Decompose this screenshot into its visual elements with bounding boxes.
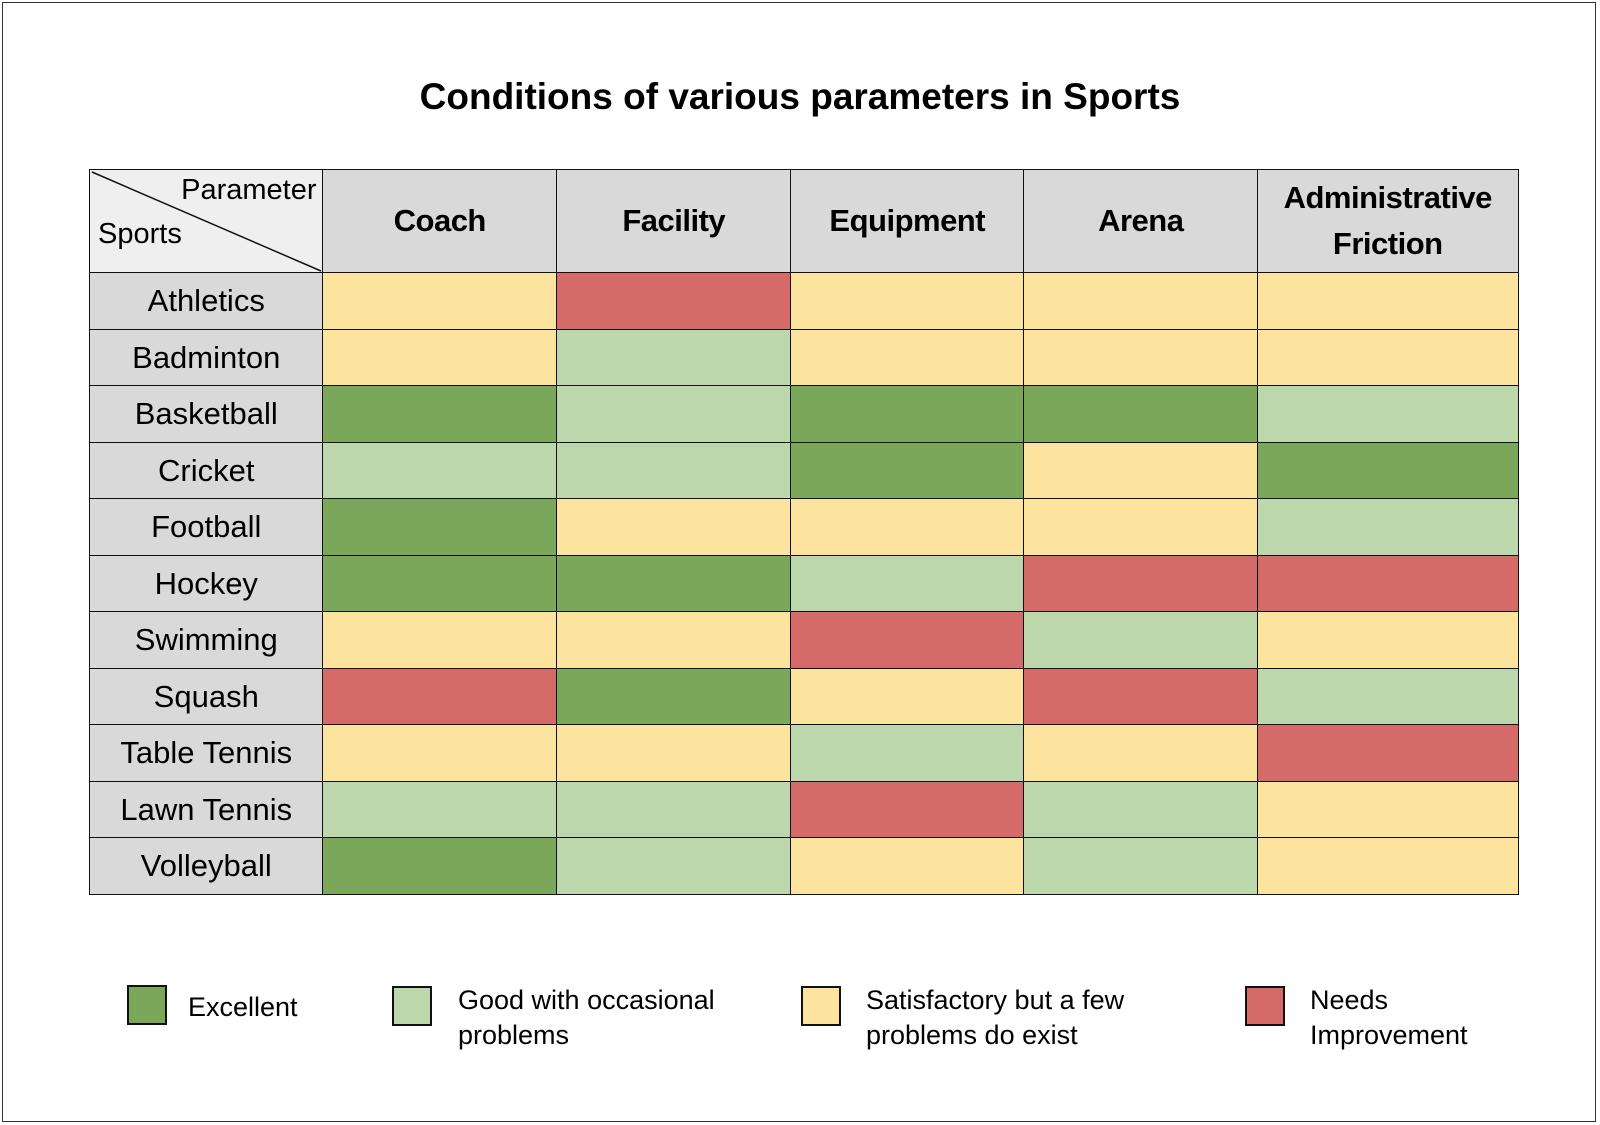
heatmap-cell — [1023, 780, 1259, 839]
heatmap-cell — [556, 554, 792, 613]
column-header: Facility — [556, 169, 792, 274]
heatmap-cell — [556, 441, 792, 500]
heatmap-cell — [1023, 611, 1259, 669]
row-header: Cricket — [89, 441, 324, 500]
heatmap-cell — [1257, 328, 1519, 387]
heatmap-cell — [322, 328, 558, 387]
heatmap-cell — [556, 498, 792, 556]
heatmap-cell — [322, 611, 558, 669]
chart-title: Conditions of various parameters in Spor… — [419, 76, 1181, 117]
column-header: Coach — [322, 169, 558, 274]
heatmap-cell — [790, 272, 1025, 330]
heatmap-cell — [1257, 385, 1519, 443]
heatmap-cell — [1023, 385, 1259, 443]
heatmap-cell — [1257, 272, 1519, 330]
heatmap-cell — [790, 724, 1025, 782]
heatmap-cell — [790, 554, 1025, 613]
legend-label: Excellent — [188, 992, 298, 1022]
heatmap-cell — [1257, 780, 1519, 839]
heatmap-cell — [322, 780, 558, 839]
heatmap-cell — [1257, 498, 1519, 556]
column-header: Administrative Friction — [1257, 169, 1519, 274]
heatmap-cell — [556, 667, 792, 726]
legend-swatch — [801, 986, 841, 1026]
heatmap-cell — [1257, 837, 1519, 895]
diagonal-divider — [91, 171, 322, 272]
heatmap-cell — [322, 554, 558, 613]
heatmap-cell — [556, 780, 792, 839]
column-header: Arena — [1023, 169, 1259, 274]
heatmap-cell — [1023, 328, 1259, 387]
row-header: Football — [89, 498, 324, 556]
row-header: Athletics — [89, 272, 324, 330]
heatmap-cell — [556, 385, 792, 443]
row-header: Badminton — [89, 328, 324, 387]
row-header: Lawn Tennis — [89, 780, 324, 839]
heatmap-cell — [322, 667, 558, 726]
row-header: Basketball — [89, 385, 324, 443]
heatmap-cell — [1023, 724, 1259, 782]
heatmap-cell — [322, 724, 558, 782]
heatmap-cell — [1257, 667, 1519, 726]
row-header: Swimming — [89, 611, 324, 669]
heatmap-cell — [1257, 441, 1519, 500]
heatmap-cell — [556, 837, 792, 895]
legend-swatch — [392, 986, 432, 1026]
heatmap-cell — [322, 498, 558, 556]
heatmap-cell — [322, 385, 558, 443]
row-header: Hockey — [89, 554, 324, 613]
corner-header: Parameter Sports — [89, 169, 324, 274]
heatmap-cell — [790, 441, 1025, 500]
row-header: Table Tennis — [89, 724, 324, 782]
heatmap-cell — [1023, 667, 1259, 726]
heatmap-cell — [790, 498, 1025, 556]
legend-label: Satisfactory but a few problems do exist — [866, 985, 1125, 1050]
heatmap-cell — [322, 272, 558, 330]
heatmap-cell — [322, 441, 558, 500]
heatmap-cell — [556, 328, 792, 387]
heatmap-cell — [556, 611, 792, 669]
legend-label: Needs Improvement — [1310, 985, 1468, 1050]
row-header: Volleyball — [89, 837, 324, 895]
heatmap-cell — [1023, 554, 1259, 613]
legend-swatch — [127, 985, 167, 1025]
heatmap-cell — [790, 667, 1025, 726]
heatmap-cell — [1023, 272, 1259, 330]
column-axis-label: Parameter — [181, 174, 317, 206]
heatmap-cell — [322, 837, 558, 895]
heatmap-cell — [1023, 837, 1259, 895]
row-axis-label: Sports — [98, 218, 182, 250]
heatmap-cell — [790, 611, 1025, 669]
heatmap-cell — [556, 724, 792, 782]
heatmap-cell — [790, 780, 1025, 839]
column-header: Equipment — [790, 169, 1025, 274]
heatmap-cell — [1257, 554, 1519, 613]
heatmap-cell — [790, 837, 1025, 895]
legend-label: Good with occasional problems — [458, 985, 715, 1050]
heatmap-cell — [1257, 724, 1519, 782]
heatmap-cell — [1023, 498, 1259, 556]
legend-swatch — [1245, 986, 1285, 1026]
heatmap-cell — [556, 272, 792, 330]
heatmap-cell — [1257, 611, 1519, 669]
row-header: Squash — [89, 667, 324, 726]
heatmap-cell — [1023, 441, 1259, 500]
heatmap-cell — [790, 328, 1025, 387]
heatmap-cell — [790, 385, 1025, 443]
